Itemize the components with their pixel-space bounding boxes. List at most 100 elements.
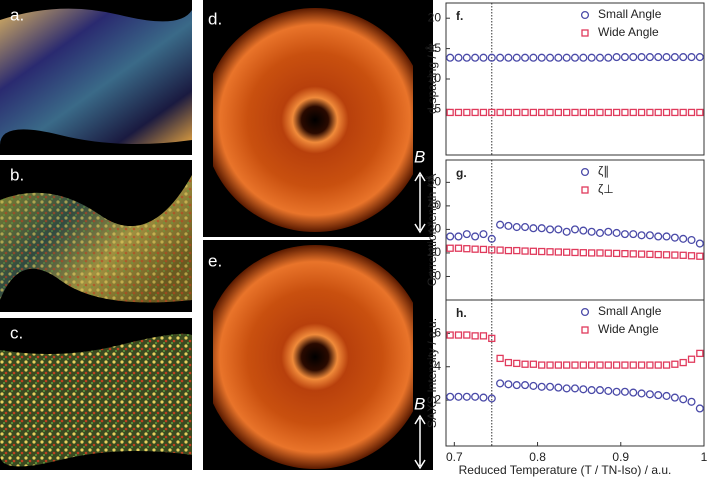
- data-point: [554, 53, 563, 62]
- data-point: [629, 53, 638, 62]
- data-point: [521, 247, 529, 255]
- legend-label: Small Angle: [598, 7, 662, 21]
- data-point: [454, 108, 463, 117]
- data-point: [537, 53, 546, 62]
- data-point: [538, 247, 546, 256]
- data-point: [537, 224, 546, 233]
- data-point: [570, 384, 580, 393]
- data-point: [571, 361, 579, 369]
- data-point: [579, 361, 587, 369]
- data-point: [629, 361, 637, 369]
- data-point: [496, 108, 504, 117]
- y-axis-label: d-spacing / Å: [424, 44, 439, 114]
- data-point: [554, 248, 563, 256]
- data-point: [695, 53, 704, 62]
- data-point: [604, 386, 613, 395]
- data-point: [554, 383, 563, 392]
- legend-label: Wide Angle: [598, 25, 659, 39]
- y-tick-label: 10: [428, 71, 442, 85]
- data-point: [446, 392, 455, 401]
- data-point: [454, 331, 463, 339]
- x-tick-label: 0.8: [529, 450, 546, 464]
- data-point: [679, 251, 687, 259]
- data-point: [496, 53, 505, 62]
- data-point: [637, 361, 646, 369]
- data-point: [471, 245, 479, 253]
- data-point: [562, 384, 571, 393]
- data-point: [654, 391, 663, 400]
- data-point: [587, 227, 596, 236]
- data-point: [529, 224, 538, 233]
- y-tick-label: 15: [428, 41, 442, 55]
- data-point: [496, 220, 505, 229]
- legend-label: Small Angle: [598, 304, 662, 318]
- data-point: [612, 108, 621, 117]
- data-point: [687, 53, 696, 62]
- data-point: [554, 108, 563, 117]
- data-point: [488, 108, 496, 117]
- data-point: [679, 53, 688, 62]
- plot-frame: [445, 2, 705, 156]
- y-tick-label: 30: [428, 222, 442, 236]
- data-point: [687, 252, 696, 260]
- panel-label: a.: [10, 5, 24, 24]
- data-point: [595, 53, 605, 62]
- data-point: [687, 397, 696, 406]
- data-point: [496, 354, 504, 363]
- data-point: [654, 108, 662, 117]
- data-point: [671, 251, 679, 259]
- data-point: [670, 393, 679, 402]
- data-point: [620, 387, 629, 396]
- data-point: [645, 390, 654, 399]
- data-point: [513, 246, 521, 255]
- data-point: [570, 53, 580, 62]
- data-point: [479, 108, 488, 117]
- legend-marker: [581, 186, 589, 194]
- data-point: [637, 53, 646, 62]
- data-point: [563, 248, 571, 256]
- data-point: [462, 230, 471, 239]
- data-point: [621, 108, 629, 117]
- data-point: [563, 108, 571, 117]
- data-point: [612, 361, 621, 369]
- data-point: [587, 361, 596, 369]
- data-point: [546, 248, 554, 256]
- data-point: [587, 53, 596, 62]
- data-point: [579, 226, 588, 235]
- data-point: [513, 359, 521, 368]
- field-label: B: [414, 147, 425, 166]
- data-point: [562, 227, 571, 236]
- data-point: [629, 388, 638, 397]
- micrograph-a: a.: [0, 0, 192, 155]
- data-point: [637, 108, 646, 117]
- data-point: [662, 53, 671, 62]
- saxs-pattern-d: d. B: [203, 0, 433, 237]
- panel-label: g.: [456, 166, 467, 180]
- data-point: [504, 108, 513, 117]
- data-point: [554, 225, 563, 234]
- data-point: [471, 332, 479, 340]
- data-point: [662, 251, 671, 259]
- data-point: [637, 231, 646, 240]
- data-point: [654, 53, 663, 62]
- saxs-pattern-e: e. B: [203, 240, 433, 470]
- data-point: [512, 223, 521, 232]
- data-point: [529, 108, 538, 117]
- data-point: [446, 53, 455, 62]
- data-point: [612, 228, 621, 237]
- data-point: [454, 244, 463, 252]
- y-tick-label: 50: [428, 175, 442, 189]
- data-point: [563, 361, 571, 369]
- data-point: [595, 386, 605, 395]
- data-point: [679, 234, 688, 243]
- data-point: [471, 108, 479, 117]
- data-point: [570, 225, 580, 234]
- data-point: [604, 108, 612, 117]
- data-point: [679, 358, 687, 367]
- data-point: [545, 225, 555, 234]
- y-tick-label: 20: [428, 10, 442, 24]
- field-label: B: [414, 394, 425, 413]
- legend-marker: [580, 167, 590, 177]
- data-point: [696, 108, 704, 117]
- data-point: [504, 380, 513, 389]
